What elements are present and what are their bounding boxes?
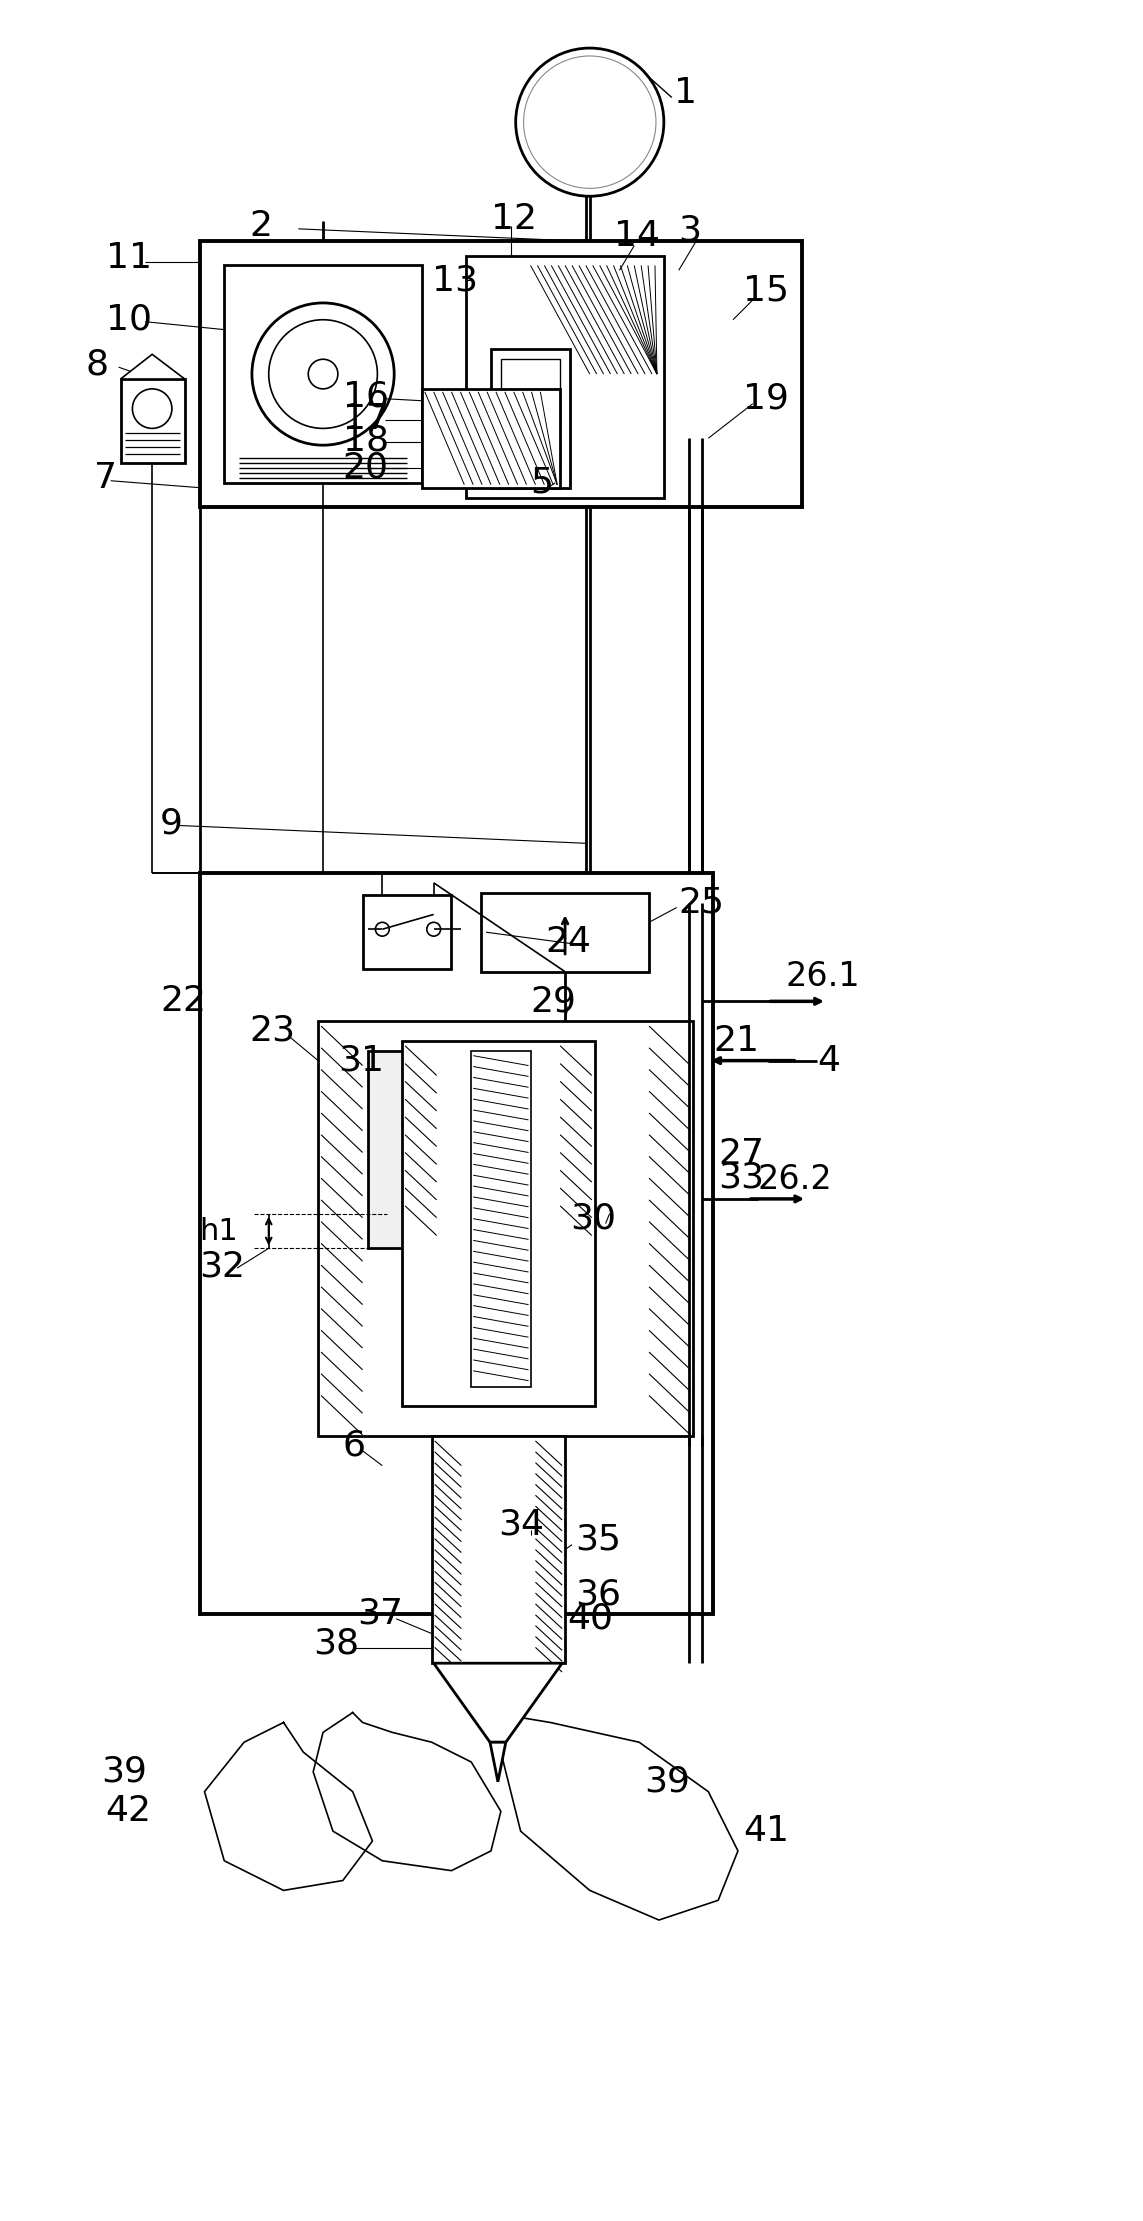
Bar: [422, 389, 560, 489]
Bar: [200, 240, 802, 506]
Bar: [471, 1051, 530, 1386]
Bar: [501, 360, 560, 389]
Text: 18: 18: [343, 424, 389, 458]
Text: 35: 35: [575, 1524, 621, 1557]
Circle shape: [426, 922, 440, 935]
Bar: [432, 1437, 565, 1664]
Circle shape: [515, 49, 664, 195]
Text: 12: 12: [491, 202, 537, 235]
Bar: [501, 438, 560, 469]
Text: 26.2: 26.2: [758, 1162, 832, 1195]
Text: 10: 10: [106, 302, 152, 338]
Text: h1: h1: [200, 1217, 239, 1246]
Text: 15: 15: [743, 273, 789, 306]
Text: 36: 36: [575, 1577, 621, 1610]
Text: 33: 33: [718, 1159, 765, 1195]
Text: 34: 34: [498, 1508, 544, 1541]
Text: 32: 32: [200, 1248, 246, 1284]
Bar: [362, 895, 451, 968]
Text: 5: 5: [530, 466, 553, 500]
Text: 31: 31: [338, 1044, 384, 1077]
Text: 4: 4: [817, 1044, 840, 1077]
Text: 1: 1: [673, 76, 697, 109]
Text: 37: 37: [358, 1597, 403, 1630]
Circle shape: [133, 389, 171, 429]
Text: 20: 20: [343, 451, 389, 484]
Polygon shape: [490, 1741, 506, 1781]
Text: 22: 22: [160, 984, 206, 1019]
Text: 42: 42: [106, 1795, 152, 1828]
Circle shape: [309, 360, 338, 389]
Text: 19: 19: [743, 382, 789, 415]
Text: 3: 3: [679, 213, 702, 249]
Text: 16: 16: [343, 380, 389, 413]
Text: 24: 24: [545, 926, 591, 959]
Polygon shape: [433, 1664, 562, 1741]
Text: 38: 38: [313, 1626, 359, 1661]
Text: 25: 25: [679, 886, 725, 919]
Text: 41: 41: [743, 1815, 789, 1848]
Bar: [491, 349, 570, 489]
Circle shape: [269, 320, 377, 429]
Text: 40: 40: [567, 1601, 613, 1635]
Text: 21: 21: [713, 1024, 759, 1057]
Bar: [200, 873, 713, 1615]
Bar: [466, 255, 664, 498]
Bar: [402, 1042, 594, 1406]
Text: 8: 8: [86, 346, 109, 382]
Text: 23: 23: [249, 1015, 295, 1048]
Bar: [318, 1022, 694, 1437]
Bar: [120, 380, 185, 462]
Text: 11: 11: [106, 242, 152, 275]
Circle shape: [375, 922, 390, 935]
Text: 14: 14: [615, 218, 661, 253]
Text: 9: 9: [160, 806, 183, 840]
Text: 2: 2: [249, 209, 272, 242]
Circle shape: [251, 302, 394, 444]
Text: 6: 6: [343, 1428, 366, 1464]
Text: 39: 39: [101, 1755, 146, 1788]
Text: 13: 13: [432, 264, 478, 298]
Text: 39: 39: [645, 1766, 690, 1799]
Bar: [368, 1051, 466, 1248]
Text: 17: 17: [343, 402, 389, 435]
Text: 26.1: 26.1: [785, 959, 860, 993]
Polygon shape: [120, 355, 185, 380]
Text: 7: 7: [94, 460, 117, 495]
Text: 27: 27: [718, 1137, 765, 1170]
Text: 29: 29: [530, 984, 576, 1019]
Text: 30: 30: [570, 1202, 616, 1235]
Bar: [501, 400, 560, 429]
Bar: [481, 893, 649, 973]
Bar: [224, 264, 422, 482]
